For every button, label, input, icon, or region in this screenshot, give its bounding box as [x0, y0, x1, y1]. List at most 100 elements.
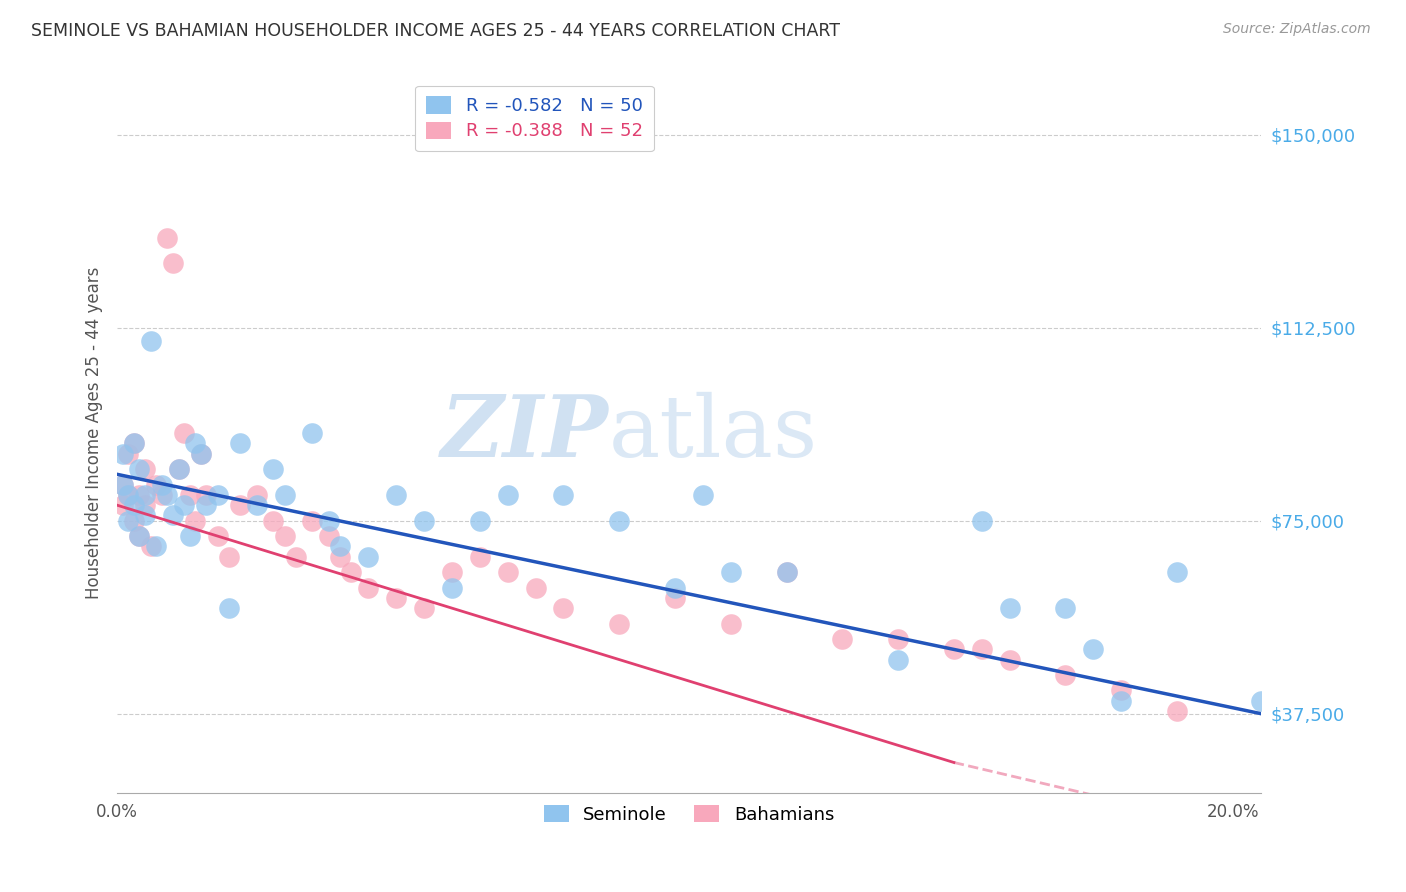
Point [553, 601, 575, 615]
Point [1166, 704, 1188, 718]
Point [524, 581, 547, 595]
Point [128, 529, 150, 543]
Point [329, 540, 352, 554]
Point [970, 514, 993, 528]
Point [887, 632, 910, 646]
Point [942, 642, 965, 657]
Point [122, 436, 145, 450]
Point [179, 488, 201, 502]
Point [218, 601, 240, 615]
Y-axis label: Householder Income Ages 25 - 44 years: Householder Income Ages 25 - 44 years [86, 267, 103, 599]
Point [284, 549, 307, 564]
Point [122, 514, 145, 528]
Point [357, 549, 380, 564]
Point [150, 488, 173, 502]
Point [218, 549, 240, 564]
Point [998, 652, 1021, 666]
Point [607, 514, 630, 528]
Point [273, 529, 295, 543]
Legend: Seminole, Bahamians: Seminole, Bahamians [533, 794, 845, 835]
Point [301, 514, 323, 528]
Point [720, 616, 742, 631]
Point [134, 488, 156, 502]
Point [468, 514, 491, 528]
Point [413, 514, 436, 528]
Point [128, 529, 150, 543]
Point [173, 498, 195, 512]
Point [117, 447, 139, 461]
Point [128, 462, 150, 476]
Point [998, 601, 1021, 615]
Point [329, 549, 352, 564]
Point [887, 652, 910, 666]
Point [117, 514, 139, 528]
Point [179, 529, 201, 543]
Point [775, 565, 797, 579]
Point [553, 488, 575, 502]
Point [190, 447, 212, 461]
Point [162, 508, 184, 523]
Point [111, 477, 134, 491]
Point [720, 565, 742, 579]
Point [139, 540, 162, 554]
Point [496, 565, 519, 579]
Point [1109, 694, 1132, 708]
Point [1054, 668, 1077, 682]
Point [318, 529, 340, 543]
Point [111, 477, 134, 491]
Point [150, 477, 173, 491]
Point [167, 462, 190, 476]
Point [1109, 683, 1132, 698]
Point [145, 540, 167, 554]
Point [122, 436, 145, 450]
Point [692, 488, 714, 502]
Point [195, 488, 218, 502]
Point [145, 477, 167, 491]
Point [207, 488, 229, 502]
Point [229, 498, 252, 512]
Point [156, 488, 179, 502]
Point [496, 488, 519, 502]
Point [775, 565, 797, 579]
Point [122, 498, 145, 512]
Point [413, 601, 436, 615]
Point [1166, 565, 1188, 579]
Point [440, 565, 463, 579]
Point [385, 488, 408, 502]
Text: atlas: atlas [609, 392, 818, 475]
Point [340, 565, 363, 579]
Text: Source: ZipAtlas.com: Source: ZipAtlas.com [1223, 22, 1371, 37]
Point [440, 581, 463, 595]
Point [246, 498, 269, 512]
Point [385, 591, 408, 605]
Point [318, 514, 340, 528]
Point [167, 462, 190, 476]
Text: SEMINOLE VS BAHAMIAN HOUSEHOLDER INCOME AGES 25 - 44 YEARS CORRELATION CHART: SEMINOLE VS BAHAMIAN HOUSEHOLDER INCOME … [31, 22, 839, 40]
Point [664, 591, 686, 605]
Point [273, 488, 295, 502]
Point [128, 488, 150, 502]
Point [262, 462, 284, 476]
Point [970, 642, 993, 657]
Point [117, 488, 139, 502]
Point [357, 581, 380, 595]
Point [207, 529, 229, 543]
Point [111, 447, 134, 461]
Point [1054, 601, 1077, 615]
Point [134, 462, 156, 476]
Point [468, 549, 491, 564]
Point [190, 447, 212, 461]
Point [184, 436, 207, 450]
Point [117, 488, 139, 502]
Point [156, 230, 179, 244]
Point [831, 632, 853, 646]
Point [134, 508, 156, 523]
Point [229, 436, 252, 450]
Point [246, 488, 269, 502]
Point [184, 514, 207, 528]
Point [607, 616, 630, 631]
Point [664, 581, 686, 595]
Point [195, 498, 218, 512]
Point [162, 256, 184, 270]
Point [301, 426, 323, 441]
